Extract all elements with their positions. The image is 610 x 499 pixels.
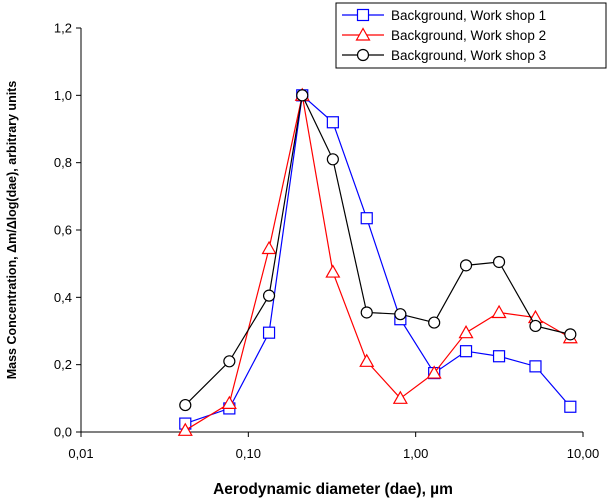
series-3-point	[459, 259, 473, 272]
series-3-point	[262, 289, 276, 302]
series-3	[179, 89, 577, 412]
legend-item-1: Background, Work shop 1	[342, 8, 546, 23]
series-1	[179, 89, 577, 430]
series-3-point	[492, 255, 506, 269]
series-1-point	[360, 212, 373, 225]
series-3-point	[296, 89, 309, 102]
series-3-line	[184, 93, 571, 406]
series-2-point	[261, 240, 277, 255]
series-3-point	[529, 319, 542, 333]
legend-item-3: Background, Work shop 3	[342, 48, 546, 63]
series-3-point	[564, 328, 577, 341]
y-tick-label: 0,8	[54, 155, 72, 170]
y-tick-label: 0,4	[54, 290, 72, 305]
series-1-point	[564, 400, 577, 413]
legend-marker	[355, 27, 371, 41]
series-1-point	[262, 326, 276, 339]
series-2-point	[426, 365, 442, 379]
series-2	[177, 87, 578, 436]
legend-item-2: Background, Work shop 2	[342, 27, 546, 43]
x-tick-label: 10,00	[567, 446, 600, 461]
series-3-point	[394, 308, 407, 321]
legend-label: Background, Work shop 3	[391, 48, 546, 63]
y-tick-label: 1,0	[54, 88, 72, 103]
series-2-point	[221, 395, 237, 409]
legend-marker	[356, 8, 370, 22]
series-3-point	[360, 306, 373, 319]
axes: 0,0 0,2 0,4 0,6 0,8 1,0 1,2 0,01 0,10 1,00 10,00	[54, 21, 599, 462]
legend: Background, Work shop 1 Background, Work …	[335, 2, 607, 69]
series-layer	[177, 87, 578, 436]
legend-label: Background, Work shop 2	[391, 28, 546, 43]
legend-label: Background, Work shop 1	[391, 8, 546, 23]
y-tick-label: 0,2	[54, 357, 72, 372]
series-1-point	[492, 350, 506, 363]
series-2-point	[458, 324, 474, 339]
y-tick-label: 1,2	[54, 21, 72, 36]
series-3-point	[223, 355, 236, 368]
series-3-point	[326, 153, 339, 166]
x-tick-label: 0,10	[236, 446, 261, 461]
series-2-point	[325, 264, 341, 278]
x-tick-label: 0,01	[68, 446, 93, 461]
series-1-point	[529, 360, 542, 373]
series-3-point	[179, 398, 192, 412]
series-2-line	[184, 95, 571, 431]
series-2-point	[491, 304, 507, 319]
series-2-point	[392, 390, 408, 404]
series-2-point	[177, 422, 193, 436]
legend-marker	[356, 48, 370, 62]
series-1-point	[459, 345, 473, 358]
y-axis-title: Mass Concentration, Δm/Δlog(dae), arbitr…	[5, 81, 19, 380]
series-1-point	[326, 116, 339, 129]
y-tick-label: 0,6	[54, 223, 72, 238]
y-tick-label: 0,0	[54, 425, 72, 440]
series-3-point	[428, 316, 441, 329]
series-2-point	[359, 353, 375, 367]
x-axis-title: Aerodynamic diameter (dae), µm	[213, 481, 453, 498]
x-tick-label: 1,00	[403, 446, 428, 461]
